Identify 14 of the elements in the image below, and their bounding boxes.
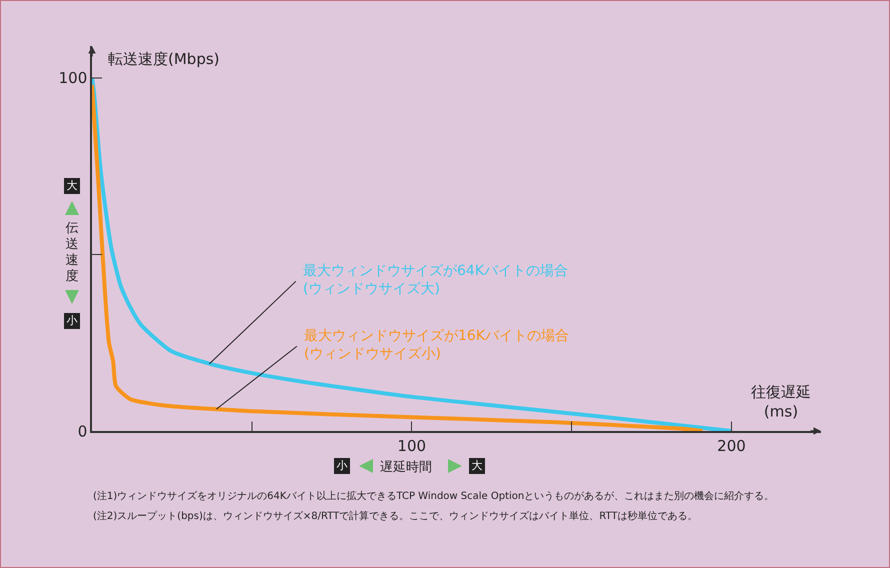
y-axis-title: 転送速度(Mbps) xyxy=(108,50,220,68)
text: 大 xyxy=(64,178,80,194)
y-tick-label: 0 xyxy=(78,422,88,440)
text: 最大ウィンドウサイズが64Kバイトの場合 (ウィンドウサイズ大) xyxy=(303,263,568,298)
x-axis-title: 往復遅延 (ms) xyxy=(751,383,811,420)
text: (注1)ウィンドウサイズをオリジナルの64Kバイト以上に拡大できるTCP Window Scale Optionというものがあるが、これはまた別の機会に紹介する。 xyxy=(93,490,776,503)
text: (注2)スループット(bps)は、ウィンドウサイズ×8/RTTで計算できる。ここで、ウィンドウサイズはバイト単位、RTTは秒単位である。 xyxy=(93,510,699,523)
x-tick-label: 200 xyxy=(717,436,746,455)
text: 大 xyxy=(469,458,485,474)
text: 遅延時間 xyxy=(380,459,432,476)
text: 最大ウィンドウサイズが16Kバイトの場合 (ウィンドウサイズ小) xyxy=(304,328,569,362)
text: 伝送速度 xyxy=(65,221,79,285)
text: 小 xyxy=(334,458,350,474)
text: 小 xyxy=(64,313,80,329)
